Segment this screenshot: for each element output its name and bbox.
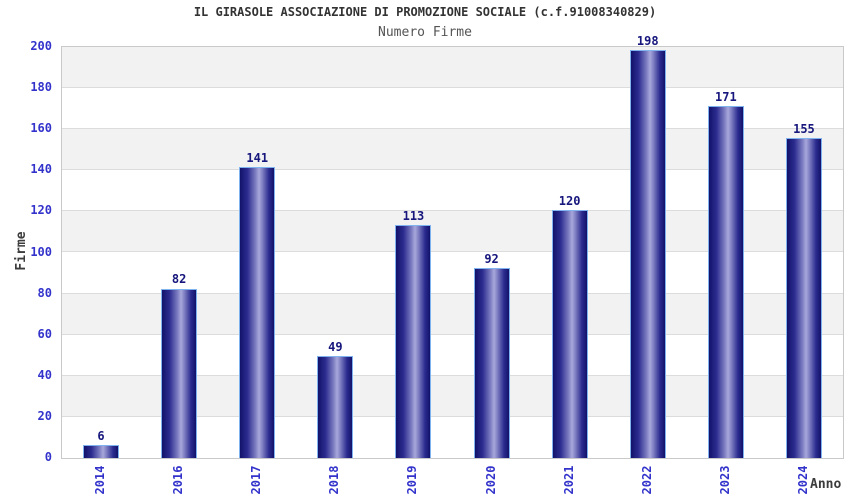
bar-value-label: 113 xyxy=(402,208,425,223)
plot-area: 6 82 141 49 113 92 120 198 171 155 xyxy=(61,34,844,459)
bar-value-label: 49 xyxy=(328,340,343,355)
bar xyxy=(83,444,120,458)
bar xyxy=(551,210,588,458)
bar xyxy=(473,267,510,458)
bar xyxy=(317,356,354,458)
y-tick-label: 200 xyxy=(30,39,52,53)
y-tick-label: 60 xyxy=(37,326,52,341)
x-axis-title: Anno xyxy=(810,477,842,492)
y-tick-label: 160 xyxy=(30,121,52,136)
y-tick-label: 80 xyxy=(37,285,52,300)
y-tick-label: 180 xyxy=(30,80,52,95)
y-tick-label: 100 xyxy=(30,244,52,259)
y-tick-label: 40 xyxy=(37,367,52,382)
x-tick-label: 2016 xyxy=(171,465,186,495)
bar-value-label: 82 xyxy=(171,272,187,287)
bar-value-label: 6 xyxy=(97,428,105,443)
x-tick-label: 2014 xyxy=(93,465,108,495)
x-tick-label: 2018 xyxy=(327,465,342,495)
x-tick-label: 2021 xyxy=(561,465,576,495)
bar-value-label: 120 xyxy=(558,194,581,209)
chart-subtitle: Numero Firme xyxy=(378,25,472,40)
y-tick-label: 20 xyxy=(37,408,52,423)
chart-title: IL GIRASOLE ASSOCIAZIONE DI PROMOZIONE S… xyxy=(193,5,657,19)
y-tick-label: 140 xyxy=(30,162,52,177)
bar-value-label: 155 xyxy=(793,122,815,137)
bar xyxy=(161,288,198,458)
y-axis-title: Firme xyxy=(14,231,29,271)
bar-value-label: 171 xyxy=(715,89,737,104)
bar-value-label: 198 xyxy=(636,34,659,49)
y-tick-label: 120 xyxy=(30,203,52,218)
bar xyxy=(707,105,744,458)
x-tick-label: 2019 xyxy=(405,465,420,495)
bar xyxy=(395,224,432,458)
bar xyxy=(785,138,822,458)
x-tick-label: 2024 xyxy=(795,465,810,495)
bar-value-label: 92 xyxy=(484,251,499,266)
bar xyxy=(239,167,276,458)
x-tick-label: 2023 xyxy=(717,465,732,495)
bar-value-label: 141 xyxy=(246,151,269,166)
x-tick-label: 2020 xyxy=(483,465,498,495)
grid-band xyxy=(62,47,843,89)
x-tick-label: 2022 xyxy=(639,465,654,495)
y-tick-label: 0 xyxy=(44,450,52,464)
x-tick-label: 2017 xyxy=(249,465,264,495)
bar xyxy=(629,50,666,458)
